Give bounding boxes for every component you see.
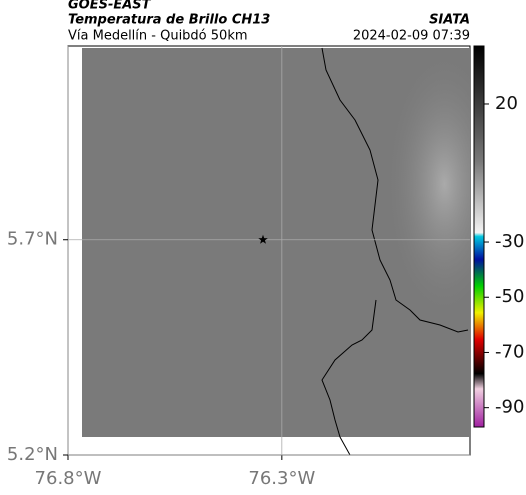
colorbar-tick-label: -70	[495, 341, 524, 362]
country-border	[321, 47, 469, 456]
colorbar-tick-label: -90	[495, 397, 524, 418]
y-tick-label: 5.7°N	[7, 229, 58, 250]
title: GOES-EAST	[68, 0, 152, 13]
colorbar-tick-label: -50	[495, 286, 524, 307]
colorbar	[473, 45, 485, 428]
colorbar-tick-label: -30	[495, 231, 524, 252]
timestamp: 2024-02-09 07:39	[353, 29, 470, 44]
location-marker	[258, 234, 268, 244]
image-highlight	[300, 48, 470, 437]
source: SIATA	[429, 13, 470, 28]
subtitle: Temperatura de Brillo CH13	[68, 13, 270, 28]
caption: Vía Medellín - Quibdó 50km	[68, 29, 248, 44]
y-tick-label: 5.2°N	[7, 444, 58, 465]
colorbar-tick-label: 20	[495, 93, 518, 114]
x-tick-label: 76.3°W	[248, 468, 315, 489]
x-tick-label: 76.8°W	[35, 468, 102, 489]
